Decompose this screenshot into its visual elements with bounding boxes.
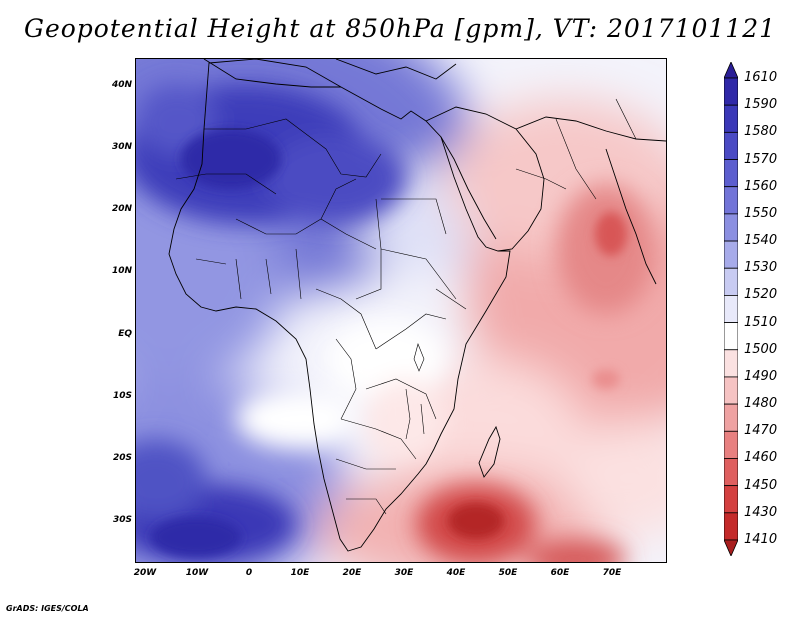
colorbar-swatch xyxy=(724,159,738,188)
colorbar xyxy=(724,62,738,556)
colorbar-label: 1500 xyxy=(744,341,778,357)
colorbar-label: 1530 xyxy=(744,260,778,276)
lon-label-0: 0 xyxy=(245,568,253,578)
lat-label-10s: 10S xyxy=(112,391,132,401)
arabia-coast xyxy=(425,106,545,252)
india-coast xyxy=(605,148,657,285)
colorbar-label: 1450 xyxy=(744,477,778,493)
colorbar-swatch xyxy=(724,104,738,133)
colorbar-swatch xyxy=(724,295,738,323)
colorbar-bottom-triangle xyxy=(724,539,738,556)
colorbar-label: 1550 xyxy=(744,205,778,221)
colorbar-label: 1580 xyxy=(744,124,778,140)
colorbar-label: 1470 xyxy=(744,423,778,439)
lon-label-30e: 30E xyxy=(394,568,414,578)
colorbar-label: 1430 xyxy=(744,504,778,520)
lon-label-70e: 70E xyxy=(602,568,622,578)
colorbar-swatch xyxy=(724,403,738,432)
colorbar-label: 1590 xyxy=(744,97,778,113)
colorbar-swatch xyxy=(724,512,738,541)
colorbar-swatch xyxy=(724,458,738,487)
lat-label-eq: EQ xyxy=(118,329,132,339)
colorbar-label: 1570 xyxy=(744,151,778,167)
red-sea xyxy=(440,136,497,240)
lon-label-50e: 50E xyxy=(498,568,518,578)
lakes xyxy=(405,343,425,440)
colorbar-label: 1520 xyxy=(744,287,778,303)
colorbar-swatch xyxy=(724,240,738,269)
colorbar-swatch xyxy=(724,322,738,351)
lat-label-30n: 30N xyxy=(111,142,132,152)
grads-credit: GrADS: IGES/COLA xyxy=(6,604,89,613)
colorbar-swatch xyxy=(724,485,738,514)
persian-gulf xyxy=(515,116,666,142)
lat-label-30s: 30S xyxy=(112,515,132,525)
colorbar-swatch xyxy=(724,267,738,296)
mediterranean-coast xyxy=(203,59,341,88)
colorbar-label: 1560 xyxy=(744,178,778,194)
geopotential-map xyxy=(135,58,667,563)
colorbar-swatch xyxy=(724,349,738,378)
colorbar-label: 1480 xyxy=(744,396,778,412)
colorbar-top-triangle xyxy=(724,62,738,79)
lon-label-20e: 20E xyxy=(342,568,362,578)
map-title: Geopotential Height at 850hPa [gpm], VT:… xyxy=(23,14,777,43)
colorbar-label: 1460 xyxy=(744,450,778,466)
colorbar-swatch xyxy=(724,77,738,106)
lat-label-20n: 20N xyxy=(111,204,132,214)
lon-label-60e: 60E xyxy=(550,568,570,578)
lat-label-40n: 40N xyxy=(111,80,132,90)
europe-coast xyxy=(335,59,457,80)
coastlines xyxy=(168,59,666,552)
lon-label-10e: 10E xyxy=(290,568,310,578)
country-borders xyxy=(175,98,637,515)
africa-coastline xyxy=(168,59,511,552)
colorbar-swatch xyxy=(724,213,738,242)
colorbar-swatch xyxy=(724,186,738,215)
colorbar-label: 1610 xyxy=(744,70,778,85)
colorbar-swatch xyxy=(724,131,738,160)
colorbar-label: 1540 xyxy=(744,233,778,249)
lon-label-40e: 40E xyxy=(446,568,466,578)
madagascar xyxy=(478,425,501,478)
colorbar-label: 1490 xyxy=(744,368,778,384)
colorbar-label: 1410 xyxy=(744,532,778,547)
lon-label-10w: 10W xyxy=(185,568,209,578)
colorbar-swatch xyxy=(724,376,738,405)
colorbar-label: 1510 xyxy=(744,314,778,330)
lon-label-20w: 20W xyxy=(133,568,157,578)
lat-label-10n: 10N xyxy=(111,266,132,276)
colorbar-swatch xyxy=(724,430,738,459)
lat-label-20s: 20S xyxy=(112,453,132,463)
